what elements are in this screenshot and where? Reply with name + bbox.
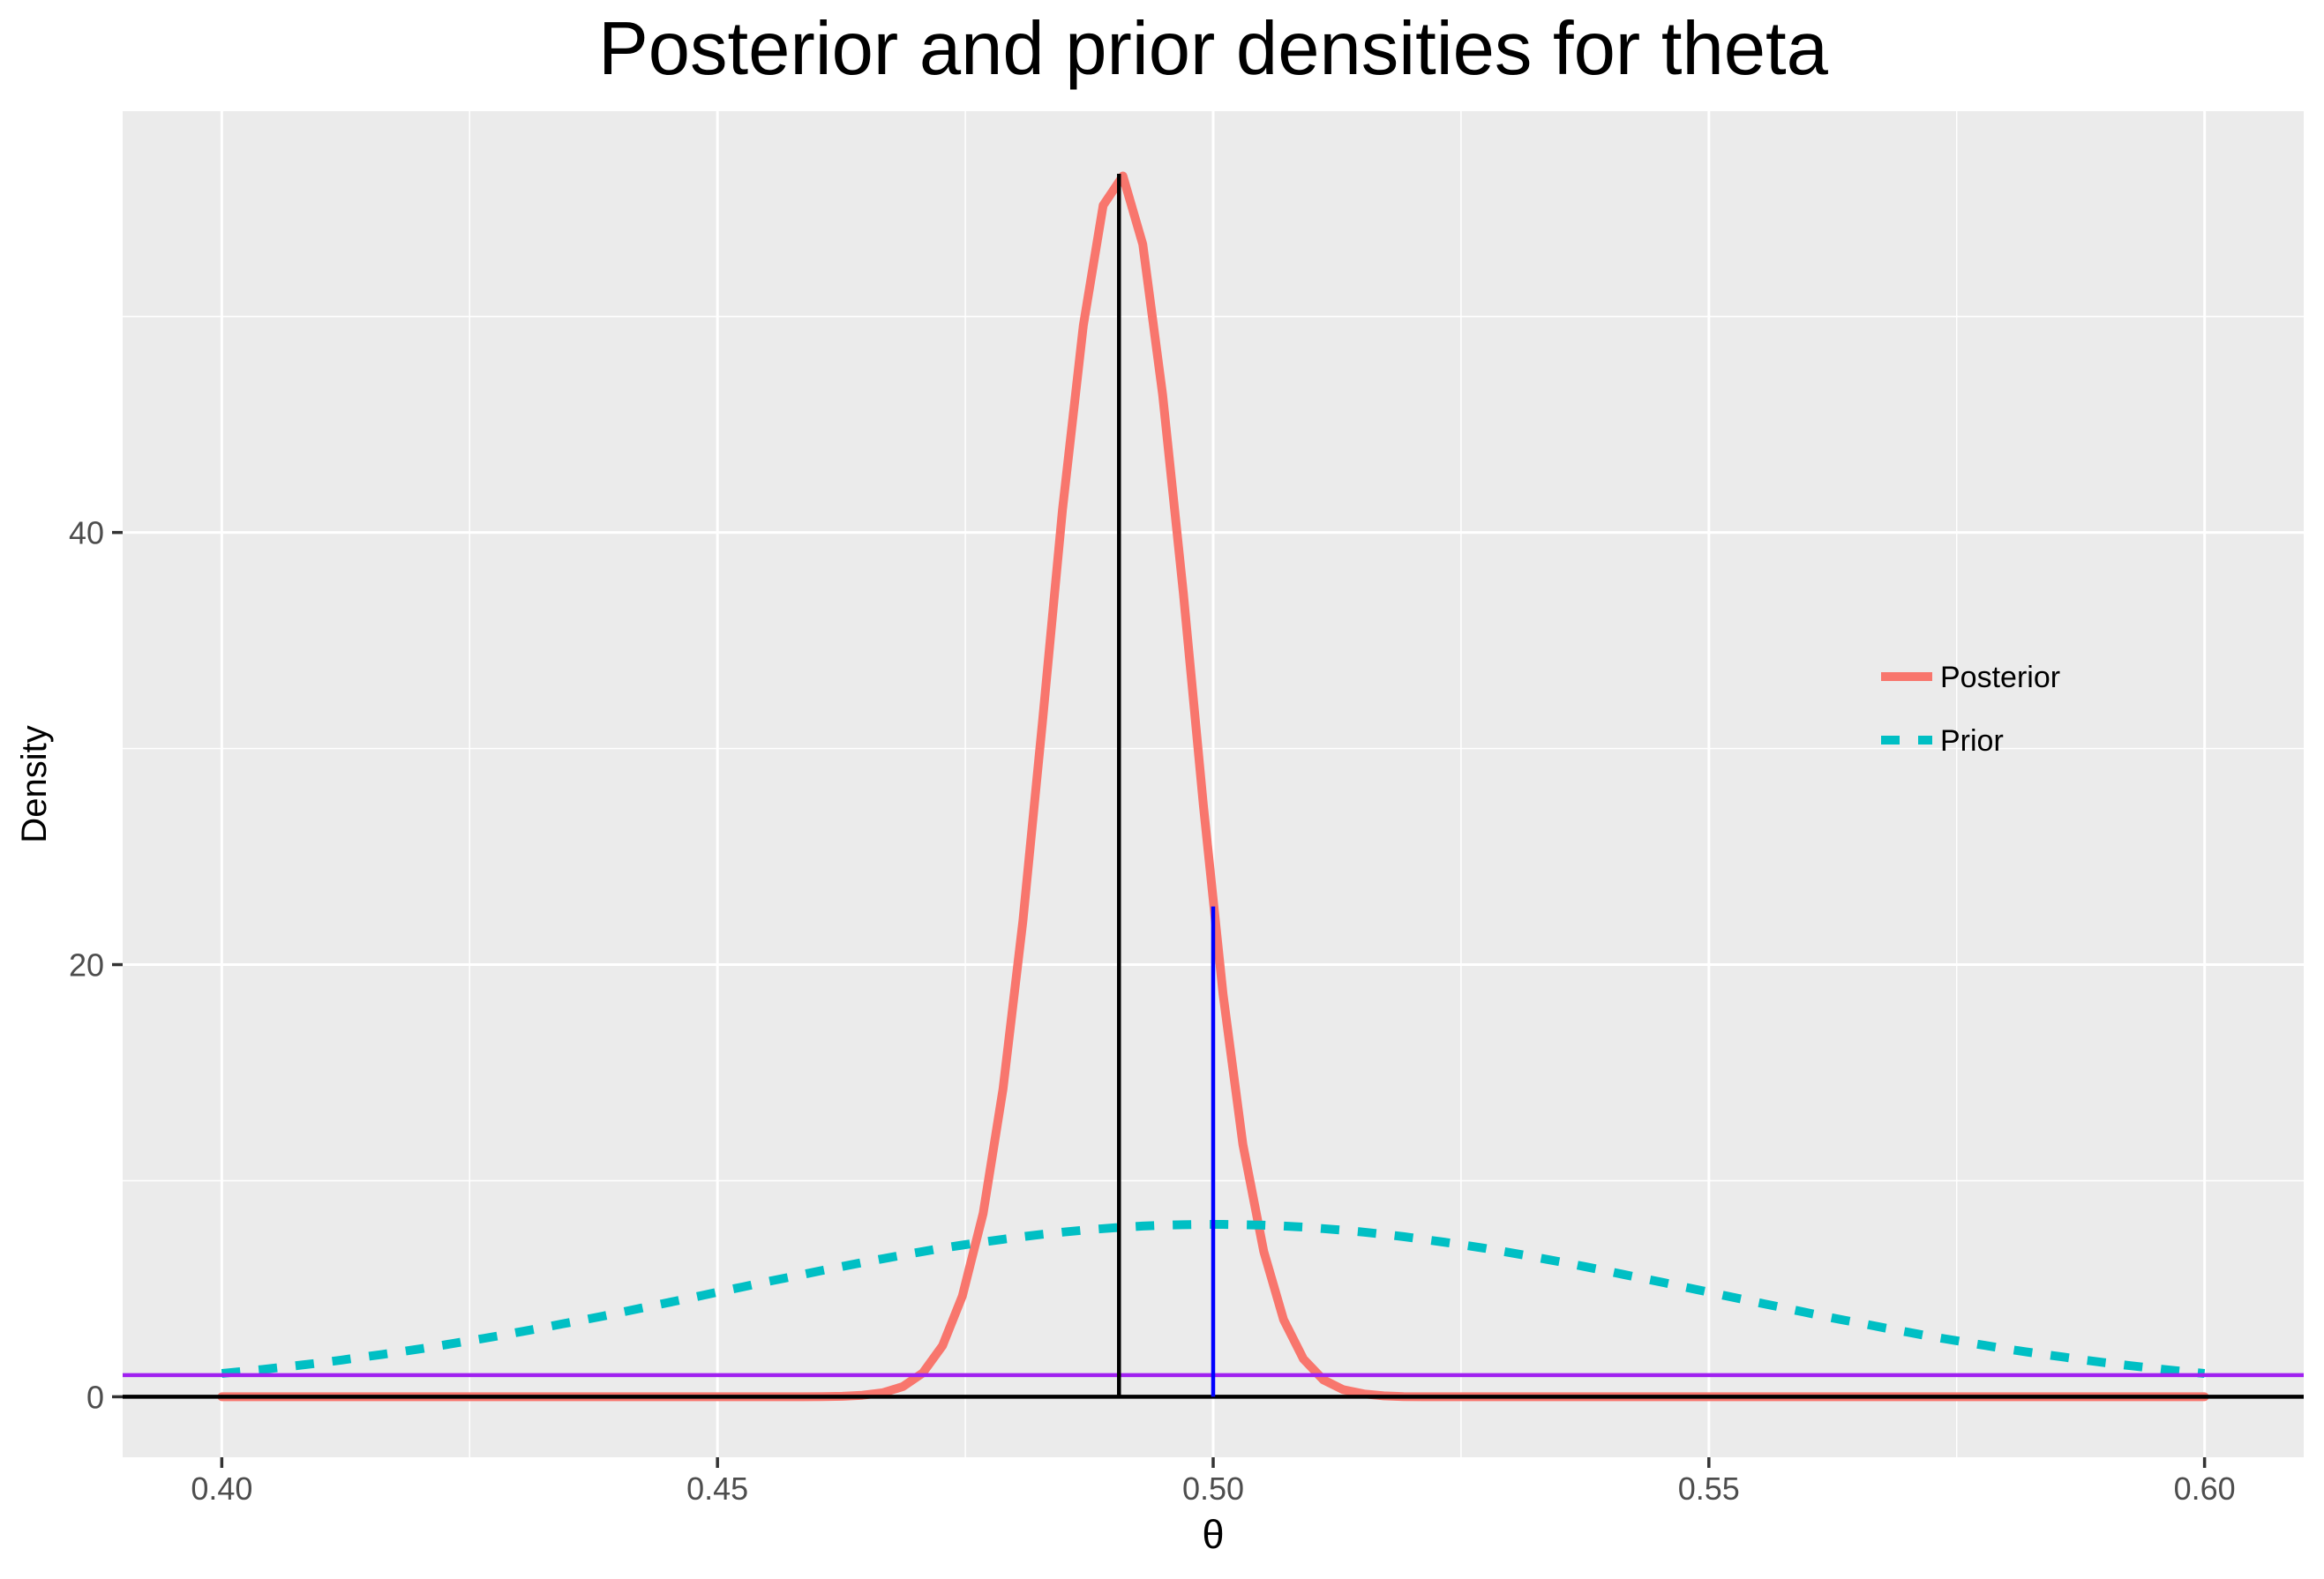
x-tick-label: 0.60 — [2174, 1470, 2236, 1507]
y-tick-label: 40 — [69, 515, 104, 551]
y-axis-title: Density — [15, 725, 54, 842]
x-axis-title: θ — [1202, 1512, 1224, 1557]
x-tick-label: 0.40 — [191, 1470, 252, 1507]
x-axis: 0.40 0.45 0.50 0.55 0.60 — [191, 1457, 2236, 1507]
legend-item-posterior: Posterior — [1881, 661, 2060, 694]
legend-label: Prior — [1940, 724, 2004, 758]
y-axis: 0 20 40 — [69, 515, 123, 1415]
legend-label: Posterior — [1940, 661, 2060, 694]
plot-panel: Posterior Prior — [123, 111, 2304, 1457]
chart-title: Posterior and prior densities for theta — [598, 7, 1829, 91]
legend-item-prior: Prior — [1881, 724, 2004, 758]
y-tick-label: 0 — [86, 1379, 104, 1415]
reference-lines — [123, 174, 2304, 1399]
x-tick-label: 0.50 — [1182, 1470, 1244, 1507]
legend: Posterior Prior — [1881, 661, 2060, 758]
y-tick-label: 20 — [69, 947, 104, 984]
x-tick-label: 0.55 — [1678, 1470, 1740, 1507]
x-tick-label: 0.45 — [686, 1470, 748, 1507]
